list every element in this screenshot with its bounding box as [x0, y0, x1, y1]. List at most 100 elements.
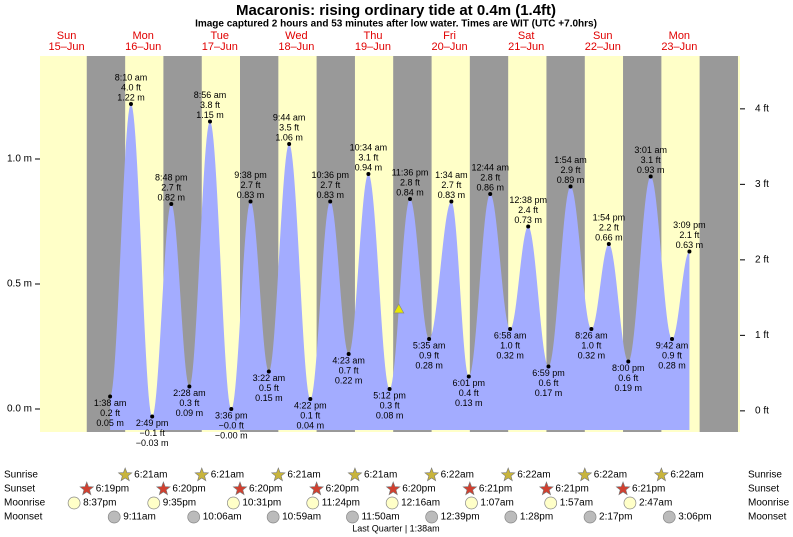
night-band [699, 56, 738, 432]
event-time: 2:47am [639, 498, 672, 509]
day-date: 20–Jun [432, 41, 468, 53]
extreme-point [169, 202, 174, 206]
row-label: Sunrise [4, 470, 38, 481]
extreme-ft: 4.0 ft [121, 82, 142, 92]
extreme-ft: 2.7 ft [161, 182, 182, 192]
row-label: Moonset [748, 512, 787, 523]
event-time: 8:37pm [83, 498, 116, 509]
y2-tick-label: 3 ft [755, 179, 769, 190]
sunrise-icon [194, 467, 210, 482]
extreme-ft: 0.2 ft [100, 408, 121, 418]
extreme-ft: 0.3 ft [179, 398, 200, 408]
moonset-icon [346, 510, 359, 524]
extreme-point [108, 394, 113, 399]
extreme-time: 8:26 am [575, 330, 608, 340]
sunset-icon [309, 481, 325, 496]
extreme-m: 0.73 m [514, 215, 542, 225]
extreme-ft: 3.5 ft [279, 122, 300, 132]
extreme-ft: 2.7 ft [441, 180, 462, 190]
extreme-time: 8:56 am [194, 90, 227, 100]
sunset-icon [538, 481, 554, 496]
extreme-point [266, 369, 271, 374]
extreme-point [466, 374, 471, 379]
extreme-time: 4:22 pm [294, 400, 327, 410]
moon-phase: Last Quarter | 1:38am [352, 523, 439, 533]
extreme-time: 5:12 pm [373, 390, 406, 400]
extreme-point [488, 192, 493, 196]
extreme-point [546, 364, 551, 369]
event-time: 6:21am [211, 470, 244, 481]
event-time: 6:21am [364, 470, 397, 481]
extreme-time: 3:09 pm [673, 220, 706, 230]
extreme-point [526, 224, 531, 229]
day-name: Mon [132, 30, 153, 42]
extreme-time: 3:01 am [634, 145, 667, 155]
moonrise-icon [544, 496, 558, 510]
event-time: 12:39pm [441, 512, 480, 523]
extreme-m: 0.19 m [615, 383, 643, 393]
extreme-m: 0.28 m [658, 360, 686, 370]
tide-area [110, 104, 690, 430]
event-time: 10:59am [282, 512, 321, 523]
extreme-ft: 2.4 ft [518, 205, 539, 215]
extreme-m: 0.84 m [396, 187, 424, 197]
sunset-icon [79, 481, 95, 496]
event-time: 6:21pm [479, 484, 512, 495]
event-time: 1:28pm [520, 512, 553, 523]
event-time: 6:21am [287, 470, 320, 481]
day-date: 19–Jun [355, 41, 391, 53]
plot: 1:38 am0.2 ft0.05 m 8:10 am4.0 ft1.22 m 2:… [94, 72, 706, 448]
extreme-ft: 0.7 ft [339, 365, 360, 375]
extreme-ft: 0.1 ft [300, 410, 321, 420]
extreme-point [248, 199, 253, 204]
row-label: Moonrise [748, 498, 790, 509]
extreme-point [626, 359, 631, 364]
event-time: 10:06am [203, 512, 242, 523]
moonrise-icon [306, 496, 320, 510]
extreme-time: 1:54 pm [593, 212, 626, 222]
moonrise-icon [67, 496, 81, 510]
moonset-icon [504, 510, 518, 524]
sunrise-icon [500, 467, 516, 482]
extreme-time: 8:10 am [115, 72, 148, 82]
event-time: 11:24pm [322, 498, 360, 509]
day-date: 15–Jun [49, 41, 85, 53]
extreme-time: 6:59 pm [532, 368, 565, 378]
moonrise-icon [623, 496, 637, 510]
extreme-m: 0.08 m [376, 410, 404, 420]
row-label: Moonset [4, 512, 43, 523]
day-name: Wed [285, 30, 307, 42]
event-time: 9:35pm [163, 498, 196, 509]
extreme-point [328, 199, 333, 204]
extreme-ft: 2.1 ft [679, 230, 700, 240]
extreme-time: 4:23 am [332, 355, 365, 365]
extreme-ft: 2.2 ft [599, 222, 620, 232]
extreme-point [449, 199, 454, 204]
day-name: Mon [669, 30, 690, 42]
y-tick-label: 0.0 m [7, 404, 32, 415]
extreme-ft: 0.3 ft [380, 400, 401, 410]
sunset-icon [155, 481, 171, 496]
extreme-time: 10:36 pm [311, 170, 349, 180]
extreme-point [606, 242, 611, 246]
extreme-point [366, 172, 371, 176]
moonrise-icon [465, 496, 478, 510]
extreme-point [508, 327, 513, 331]
extreme-point [687, 249, 692, 254]
sunrise-icon [653, 467, 669, 482]
event-time: 6:22am [517, 470, 550, 481]
extreme-point [670, 337, 675, 341]
extreme-time: 11:36 pm [392, 167, 429, 177]
day-name: Tue [211, 30, 230, 42]
extreme-m: −0.03 m [136, 438, 169, 448]
extreme-ft: 2.8 ft [480, 172, 501, 182]
extreme-point [346, 352, 351, 356]
row-label: Moonrise [4, 498, 46, 509]
event-time: 12:16am [401, 498, 440, 509]
extreme-time: 1:54 am [554, 155, 587, 165]
extreme-m: 0.94 m [355, 162, 383, 172]
extreme-m: 0.63 m [676, 240, 704, 250]
moonset-icon [662, 510, 676, 524]
extreme-ft: 0.9 ft [419, 350, 440, 360]
event-time: 11:50am [361, 512, 399, 523]
